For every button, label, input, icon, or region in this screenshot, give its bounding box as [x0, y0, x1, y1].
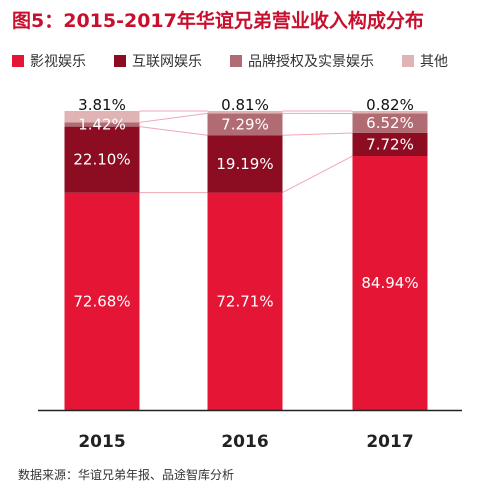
legend-swatch-brand	[230, 55, 242, 67]
data-label: 7.29%	[221, 115, 269, 133]
bar-segment	[352, 111, 428, 114]
bar-segment	[64, 192, 140, 410]
bar-segment	[64, 126, 140, 193]
bar-segment	[207, 111, 283, 114]
legend-item-other: 其他	[402, 51, 448, 71]
bar-segment	[64, 110, 140, 123]
data-label: 72.68%	[73, 292, 130, 310]
series-line	[282, 155, 353, 194]
bar-segment	[352, 132, 428, 157]
bar-segment	[207, 192, 283, 410]
legend-swatch-film	[12, 55, 24, 67]
legend-swatch-internet	[114, 55, 126, 67]
data-label: 84.94%	[361, 274, 418, 292]
data-label: 0.82%	[366, 96, 414, 114]
x-tick-label: 2017	[366, 432, 413, 452]
legend-item-internet: 互联网娱乐	[114, 51, 202, 71]
series-line	[282, 132, 353, 136]
legend-label-film: 影视娱乐	[30, 54, 86, 70]
data-label: 7.72%	[366, 135, 414, 153]
legend-item-film: 影视娱乐	[12, 51, 86, 71]
series-line	[139, 126, 208, 136]
bar-segment	[64, 122, 140, 127]
bar-segment	[207, 135, 283, 193]
x-tick-label: 2015	[78, 432, 125, 452]
data-label: 6.52%	[366, 114, 414, 132]
legend-label-brand: 品牌授权及实景娱乐	[248, 54, 374, 70]
data-label: 22.10%	[73, 151, 130, 169]
bar-segment	[207, 113, 283, 136]
legend-label-internet: 互联网娱乐	[132, 54, 202, 70]
data-label: 19.19%	[216, 155, 273, 173]
bar-segment	[352, 113, 428, 133]
legend-swatch-other	[402, 55, 414, 67]
chart-title: 图5：2015-2017年华谊兄弟营业收入构成分布	[12, 10, 424, 32]
data-label: 3.81%	[78, 96, 126, 114]
legend-item-brand: 品牌授权及实景娱乐	[230, 51, 374, 71]
series-line	[139, 112, 208, 123]
source-note: 数据来源：华谊兄弟年报、品途智库分析	[18, 468, 235, 482]
x-tick-label: 2016	[221, 432, 268, 452]
data-label: 0.81%	[221, 96, 269, 114]
bar-segment	[352, 156, 428, 410]
data-label: 72.71%	[216, 292, 273, 310]
legend-label-other: 其他	[420, 54, 448, 70]
legend: 影视娱乐 互联网娱乐 品牌授权及实景娱乐 其他	[12, 50, 482, 72]
data-label: 1.42%	[78, 115, 126, 133]
